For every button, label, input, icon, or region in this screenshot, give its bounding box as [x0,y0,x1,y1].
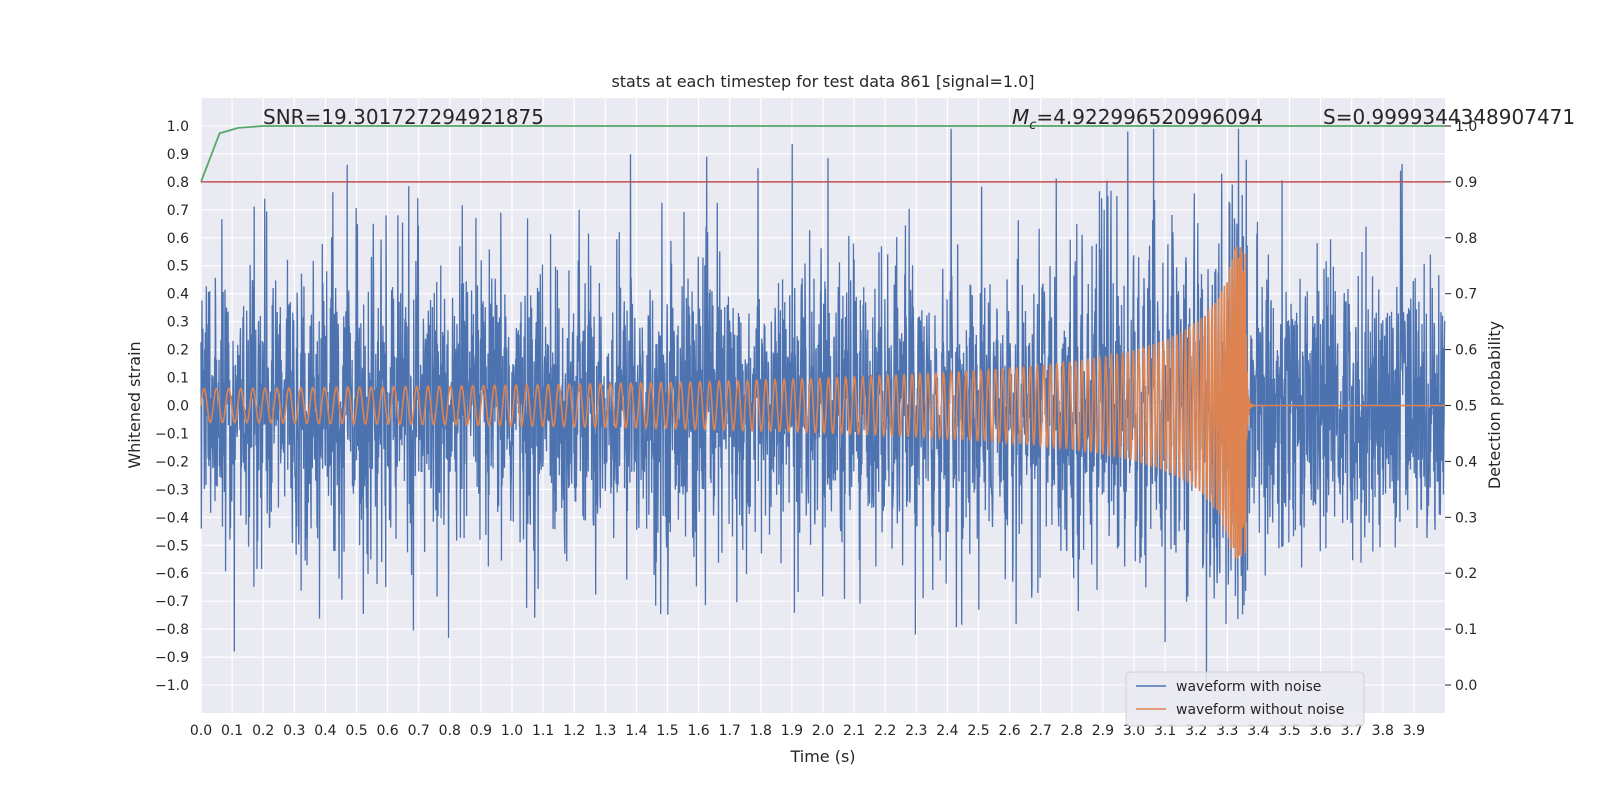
chirp-mass-annotation: Mc=4.922996520996094 [1012,105,1263,133]
y-right-tick-label: 0.6 [1455,343,1477,359]
x-tick-label: 1.0 [501,723,523,739]
x-tick-label: 0.7 [408,723,430,739]
y-axis-right: 1.0 0.9 0.8 0.7 0.6 0.5 0.4 0.3 0.2 0.1 0.0 [1445,119,1477,694]
x-tick-label: 0.4 [314,723,336,739]
y-tick-label: 1.0 [167,119,189,135]
y-tick-label: −0.5 [155,538,189,554]
legend: waveform with noise waveform without noi… [1125,671,1365,727]
y-right-tick-label: 0.5 [1455,399,1477,415]
legend-label-clean: waveform without noise [1176,702,1344,718]
x-tick-label: 3.8 [1372,723,1394,739]
y-right-tick-label: 1.0 [1455,119,1477,135]
y-right-tick-label: 0.4 [1455,454,1477,470]
x-tick-label: 1.2 [563,723,585,739]
x-tick-label: 0.1 [221,723,243,739]
x-tick-label: 3.6 [1309,723,1331,739]
y-axis-left: 1.0 0.9 0.8 0.7 0.6 0.5 0.4 0.3 0.2 0.1 0.0 −0.1 −0.… [155,119,189,694]
chart-title: stats at each timestep for test data 861… [611,72,1034,91]
y-right-tick-label: 0.7 [1455,287,1477,303]
y-axis-right-label: Detection probability [1485,321,1504,489]
y-tick-label: −0.1 [155,426,189,442]
x-tick-label: 1.4 [625,723,647,739]
x-tick-label: 2.8 [1061,723,1083,739]
x-axis-label: Time (s) [789,747,855,766]
y-tick-label: 0.5 [167,259,189,275]
x-tick-label: 1.6 [687,723,709,739]
x-tick-label: 2.5 [967,723,989,739]
x-tick-label: 1.5 [656,723,678,739]
x-tick-label: 2.1 [843,723,865,739]
legend-box [1125,671,1365,727]
y-tick-label: 0.7 [167,203,189,219]
x-tick-label: 2.2 [874,723,896,739]
x-tick-label: 3.1 [1154,723,1176,739]
y-right-tick-label: 0.3 [1455,510,1477,526]
x-tick-label: 0.2 [252,723,274,739]
x-tick-label: 1.7 [719,723,741,739]
clean-waveform-series [200,246,1445,559]
x-tick-label: 3.7 [1341,723,1363,739]
x-tick-label: 3.0 [1123,723,1145,739]
legend-label-noise: waveform with noise [1176,679,1321,695]
y-tick-label: 0.0 [167,399,189,415]
x-tick-label: 2.9 [1092,723,1114,739]
probability-annotation: S=0.9999344348907471 [1323,105,1575,129]
y-tick-label: −0.4 [155,510,189,526]
clean-waveform-line [200,246,1445,559]
x-tick-label: 3.5 [1278,723,1300,739]
x-tick-label: 0.6 [376,723,398,739]
y-right-tick-label: 0.2 [1455,566,1477,582]
y-tick-label: 0.4 [167,287,189,303]
x-tick-label: 1.8 [750,723,772,739]
y-tick-label: −1.0 [155,678,189,694]
x-tick-label: 2.7 [1030,723,1052,739]
x-tick-label: 0.0 [190,723,212,739]
y-tick-label: 0.1 [167,371,189,387]
y-tick-label: 0.8 [167,175,189,191]
x-tick-label: 0.8 [439,723,461,739]
y-right-tick-label: 0.1 [1455,622,1477,638]
detection-probability-line [200,125,1445,183]
chirp-mass-symbol: M [1012,105,1029,129]
x-tick-label: 3.3 [1216,723,1238,739]
x-tick-label: 1.1 [532,723,554,739]
x-tick-label: 1.3 [594,723,616,739]
x-tick-label: 3.4 [1247,723,1269,739]
x-tick-label: 0.5 [345,723,367,739]
y-tick-label: 0.9 [167,147,189,163]
y-tick-label: 0.6 [167,231,189,247]
chirp-mass-subscript: c [1029,118,1036,133]
y-tick-label: 0.3 [167,315,189,331]
x-tick-label: 2.4 [936,723,958,739]
x-tick-label: 3.2 [1185,723,1207,739]
x-tick-label: 0.3 [283,723,305,739]
x-tick-label: 1.9 [781,723,803,739]
y-right-tick-label: 0.8 [1455,231,1477,247]
y-tick-label: −0.2 [155,454,189,470]
chirp-mass-value: =4.922996520996094 [1036,105,1263,129]
y-tick-label: −0.8 [155,622,189,638]
snr-annotation: SNR=19.301727294921875 [263,105,544,129]
x-tick-label: 2.0 [812,723,834,739]
x-tick-label: 3.9 [1403,723,1425,739]
y-tick-label: −0.9 [155,650,189,666]
x-tick-label: 0.9 [470,723,492,739]
y-tick-label: −0.7 [155,594,189,610]
x-tick-label: 2.6 [998,723,1020,739]
y-right-tick-label: 0.0 [1455,678,1477,694]
y-tick-label: −0.6 [155,566,189,582]
x-tick-label: 2.3 [905,723,927,739]
x-axis: 0.0 0.1 0.2 0.3 0.4 0.5 0.6 0.7 0.8 0.9 1.0 1.1 1.2 1… [190,723,1425,739]
y-axis-label: Whitened strain [125,341,144,468]
y-tick-label: −0.3 [155,482,189,498]
y-right-tick-label: 0.9 [1455,175,1477,191]
y-tick-label: 0.2 [167,343,189,359]
probability-series [200,125,1445,183]
